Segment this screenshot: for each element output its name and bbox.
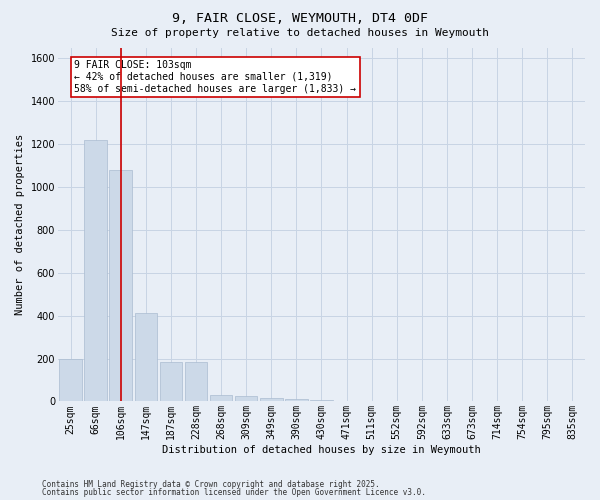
Bar	[235, 396, 257, 402]
Text: Size of property relative to detached houses in Weymouth: Size of property relative to detached ho…	[111, 28, 489, 38]
Bar	[160, 362, 182, 402]
Bar	[185, 362, 207, 402]
Bar	[285, 400, 308, 402]
Bar	[134, 314, 157, 402]
Bar	[260, 398, 283, 402]
Text: 9, FAIR CLOSE, WEYMOUTH, DT4 0DF: 9, FAIR CLOSE, WEYMOUTH, DT4 0DF	[172, 12, 428, 26]
Bar	[85, 140, 107, 402]
Bar	[59, 358, 82, 402]
Text: Contains public sector information licensed under the Open Government Licence v3: Contains public sector information licen…	[42, 488, 426, 497]
Bar	[310, 400, 333, 402]
Bar	[109, 170, 132, 402]
X-axis label: Distribution of detached houses by size in Weymouth: Distribution of detached houses by size …	[162, 445, 481, 455]
Text: 9 FAIR CLOSE: 103sqm
← 42% of detached houses are smaller (1,319)
58% of semi-de: 9 FAIR CLOSE: 103sqm ← 42% of detached h…	[74, 60, 356, 94]
Text: Contains HM Land Registry data © Crown copyright and database right 2025.: Contains HM Land Registry data © Crown c…	[42, 480, 380, 489]
Bar	[210, 395, 232, 402]
Y-axis label: Number of detached properties: Number of detached properties	[15, 134, 25, 315]
